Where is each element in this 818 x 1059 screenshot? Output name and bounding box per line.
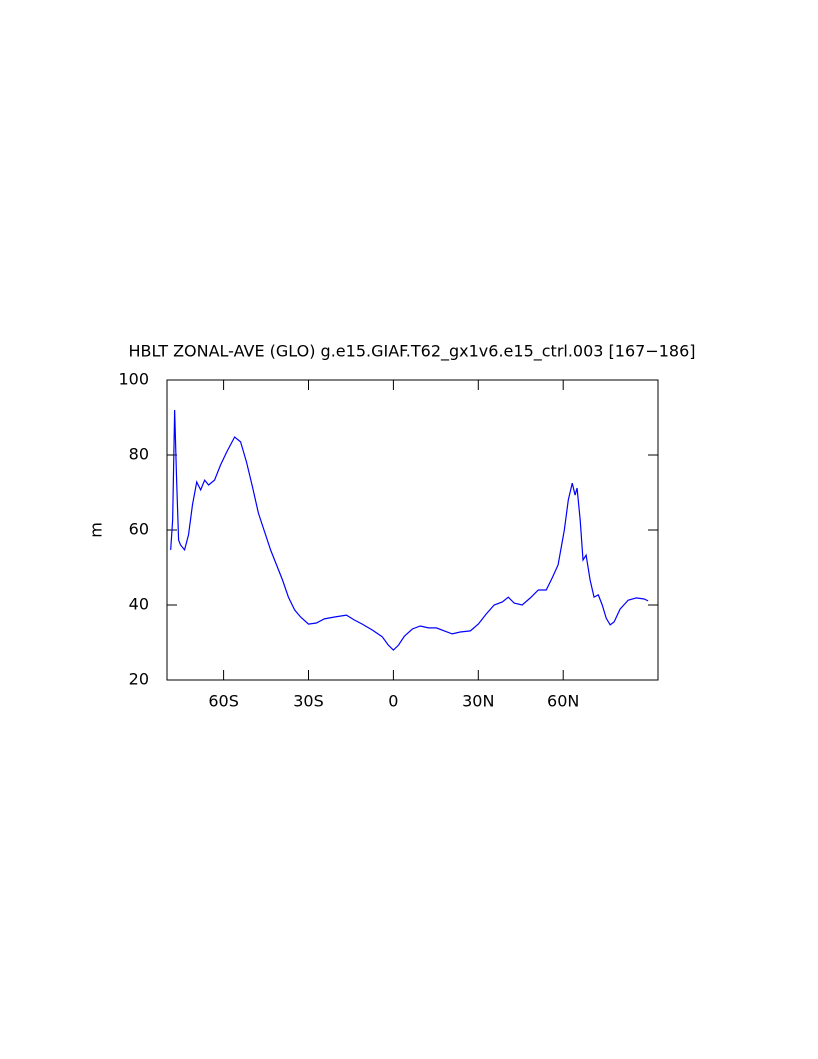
x-tick-label: 30N (462, 692, 494, 711)
x-tick-label: 0 (388, 692, 398, 711)
y-tick-label: 60 (129, 520, 149, 539)
y-tick-label: 100 (118, 370, 149, 389)
plot-frame (166, 379, 659, 681)
data-line (170, 409, 649, 651)
y-tick-label: 40 (129, 595, 149, 614)
chart-title: HBLT ZONAL-AVE (GLO) g.e15.GIAF.T62_gx1v… (128, 342, 695, 362)
y-tick-label: 80 (129, 445, 149, 464)
x-tick-label: 30S (293, 692, 324, 711)
y-axis-label: m (87, 522, 106, 538)
x-tick-label: 60N (547, 692, 579, 711)
x-tick-label: 60S (208, 692, 239, 711)
y-tick-label: 20 (129, 670, 149, 689)
